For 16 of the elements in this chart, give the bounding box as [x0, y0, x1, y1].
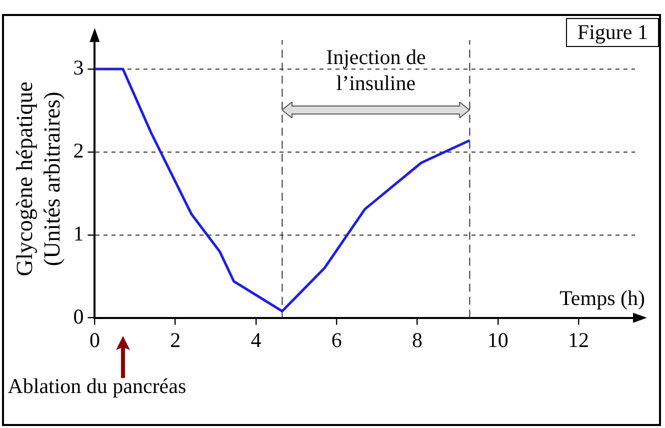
y-tick-label: 2 [73, 138, 84, 162]
annotation: Injection de l’insuline [325, 44, 427, 96]
annotation: Figure 1 [566, 18, 659, 47]
x-tick-label: 4 [250, 328, 262, 352]
y-tick-label: 1 [73, 221, 84, 246]
y-tick-label: 0 [73, 304, 84, 328]
x-tick-label: 8 [412, 328, 423, 352]
text: Ablation du pancréas [8, 374, 186, 399]
y-tick-label: 3 [73, 56, 84, 80]
y-axis-title: Glycogène hépatique (Unités arbitraires) [12, 82, 64, 276]
x-tick-label: 6 [331, 328, 342, 352]
x-tick-label: 2 [170, 328, 181, 352]
x-tick-label: 10 [487, 328, 508, 352]
x-axis-title: Temps (h) [560, 286, 645, 310]
x-tick-label: 0 [89, 328, 100, 352]
x-tick-label: 12 [568, 328, 590, 352]
